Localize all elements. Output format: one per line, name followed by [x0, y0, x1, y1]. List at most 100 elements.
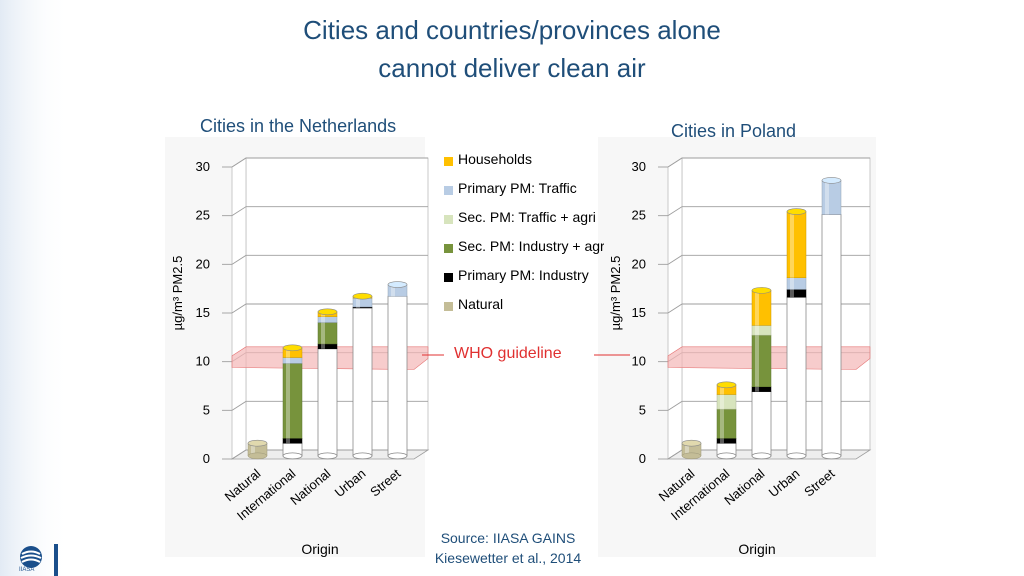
bar-highlight: [321, 343, 325, 349]
bar-top-cap: [751, 287, 772, 294]
bar-highlight: [251, 443, 255, 456]
legend-swatch: [444, 186, 453, 195]
bar-segment: [786, 277, 807, 290]
legend-item-sec-industry-agri: Sec. PM: Industry + agri: [444, 237, 604, 266]
legend-swatch: [444, 273, 453, 282]
bar-highlight: [286, 357, 290, 364]
legend-item-primary-traffic: Primary PM: Traffic: [444, 179, 604, 208]
legend: Households Primary PM: Traffic Sec. PM: …: [444, 150, 604, 324]
gridline: [667, 400, 870, 411]
source-line-2: Kiesewetter et al., 2014: [434, 550, 582, 566]
y-tick-label: 0: [203, 451, 210, 466]
legend-swatch: [444, 157, 453, 166]
bar-segment: [751, 386, 772, 392]
gridline: [667, 157, 870, 168]
y-axis-label: µg/m³ PM2.5: [608, 256, 623, 331]
bar-stem-bottom: [786, 452, 807, 460]
bar-highlight: [790, 211, 794, 278]
legend-label: Primary PM: Industry: [458, 267, 589, 283]
legend-label: Households: [458, 151, 532, 167]
y-axis-label: µg/m³ PM2.5: [170, 256, 185, 331]
bar-highlight: [321, 322, 325, 344]
bar-highlight: [286, 347, 290, 358]
bar-top-cap: [247, 439, 268, 447]
bar-segment: [716, 408, 737, 439]
y-tick-label: 0: [639, 451, 646, 466]
source-citation: Source: IIASA GAINS Kiesewetter et al., …: [420, 528, 596, 568]
bar-highlight: [790, 289, 794, 298]
y-tick-label: 10: [632, 354, 646, 369]
slide-title-line-1: Cities and countries/provinces alone: [303, 15, 721, 45]
legend-label: Sec. PM: Traffic + agri: [458, 209, 596, 225]
bar-segment: [786, 289, 807, 298]
bar-segment: [317, 322, 338, 345]
bar-segment: [282, 357, 303, 364]
y-tick-label: 15: [196, 305, 210, 320]
bar-stem: [751, 391, 772, 457]
legend-item-households: Households: [444, 150, 604, 179]
bar-highlight: [755, 325, 759, 336]
bar-top-cap: [352, 292, 373, 300]
legend-label: Primary PM: Traffic: [458, 180, 577, 196]
logo-text: IIASA: [19, 567, 35, 573]
legend-item-primary-industry: Primary PM: Industry: [444, 266, 604, 295]
y-tick-label: 5: [639, 402, 646, 417]
y-tick-label: 30: [196, 159, 210, 174]
gridline: [667, 303, 870, 314]
bar-highlight: [825, 180, 829, 215]
bar-highlight: [286, 363, 290, 439]
y-tick-label: 5: [203, 402, 210, 417]
bar-top-cap: [317, 308, 338, 316]
gridline: [667, 206, 870, 217]
bar-stem-bottom: [352, 452, 373, 460]
bar-segment: [716, 438, 737, 444]
legend-label: Natural: [458, 296, 504, 312]
bar-highlight: [720, 409, 724, 439]
bar-top-cap: [387, 281, 408, 288]
bar-segment: [821, 180, 842, 215]
bar-highlight: [685, 443, 689, 456]
bar-highlight: [755, 290, 759, 326]
x-axis-label: Origin: [301, 541, 338, 557]
bar-highlight: [286, 438, 290, 444]
bar-stem-bottom: [282, 452, 303, 460]
gridline: [231, 157, 428, 168]
bar-highlight: [356, 306, 360, 308]
bar-highlight: [391, 284, 395, 297]
bar-segment: [751, 334, 772, 387]
x-axis-label: Origin: [738, 541, 775, 557]
legend-swatch: [444, 244, 453, 253]
bar-segment: [751, 325, 772, 336]
bar-segment: [786, 211, 807, 278]
y-tick-label: 20: [632, 256, 646, 271]
bar-highlight: [356, 298, 360, 307]
gridline: [231, 254, 428, 265]
y-tick-label: 20: [196, 256, 210, 271]
bar-highlight: [720, 384, 724, 395]
bar-stem: [387, 295, 408, 457]
bar-top-cap: [786, 208, 807, 215]
slide-title-line-2: cannot deliver clean air: [378, 53, 646, 83]
bar-stem-bottom: [387, 452, 408, 460]
who-guideline-label: WHO guideline: [454, 345, 562, 362]
bar-bottom-cap: [681, 452, 702, 460]
bar-top-cap: [282, 344, 303, 352]
bar-segment: [282, 438, 303, 444]
bar-highlight: [720, 394, 724, 410]
logo-divider: [54, 544, 58, 576]
y-tick-label: 10: [196, 354, 210, 369]
legend-label: Sec. PM: Industry + agri: [458, 238, 604, 254]
y-tick-label: 30: [632, 159, 646, 174]
bar-bottom-cap: [247, 452, 268, 460]
bar-highlight: [321, 316, 325, 323]
y-tick-label: 25: [632, 208, 646, 223]
bar-stem-bottom: [317, 452, 338, 460]
bar-stem-bottom: [716, 452, 737, 460]
legend-swatch: [444, 215, 453, 224]
bar-stem: [786, 296, 807, 457]
y-tick-label: 15: [632, 305, 646, 320]
bar-highlight: [755, 386, 759, 392]
source-line-1: Source: IIASA GAINS: [440, 530, 576, 546]
bar-segment: [317, 343, 338, 350]
bar-segment: [282, 363, 303, 439]
